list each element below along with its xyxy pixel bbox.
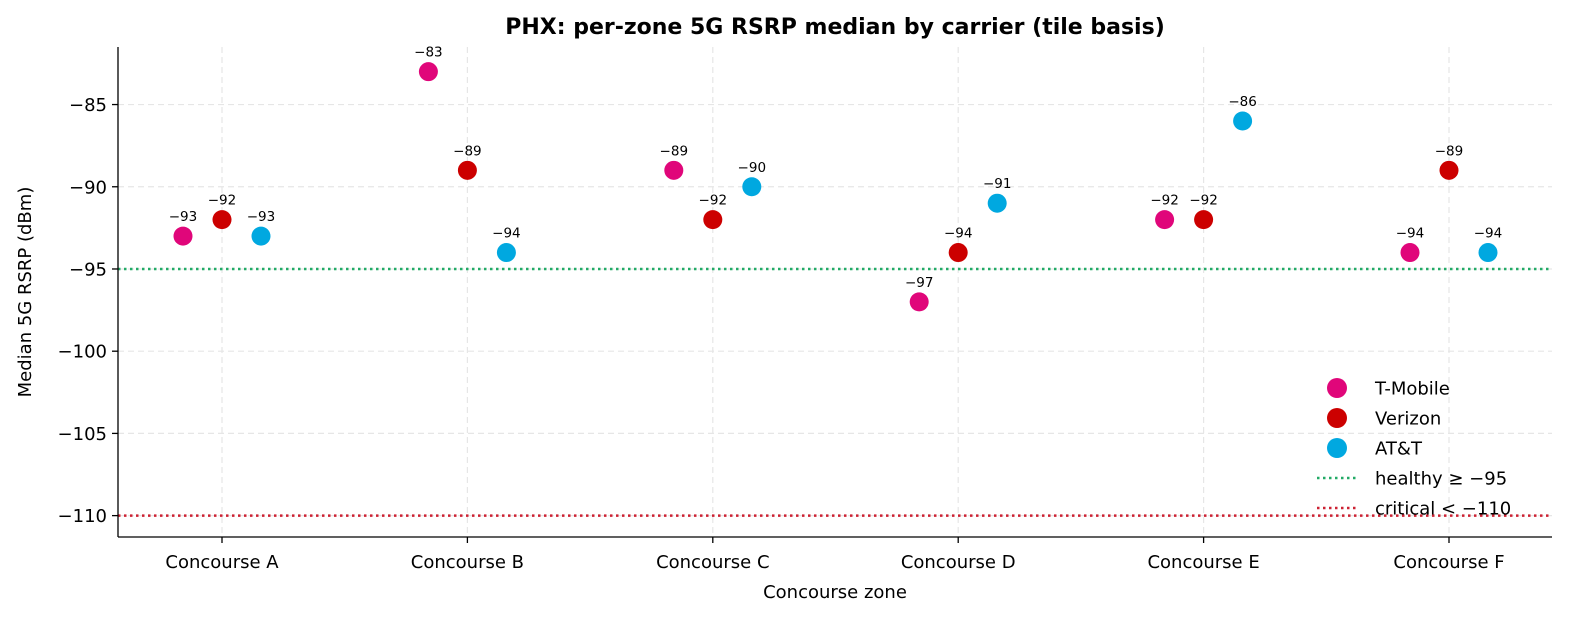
data-point — [1478, 243, 1498, 263]
legend-label: Verizon — [1375, 409, 1441, 430]
data-point — [457, 160, 477, 180]
data-point — [251, 226, 271, 246]
legend-label: critical < −110 — [1375, 499, 1511, 520]
y-tick-label: −100 — [58, 342, 107, 363]
data-point — [1400, 243, 1420, 263]
data-label: −93 — [169, 209, 198, 225]
data-point — [212, 210, 232, 230]
data-point — [496, 243, 516, 263]
data-label: −90 — [738, 160, 767, 176]
data-label: −94 — [1474, 226, 1503, 242]
legend-marker — [1327, 408, 1347, 428]
legend-marker — [1327, 378, 1347, 398]
data-point — [948, 243, 968, 263]
x-axis-label: Concourse zone — [763, 582, 907, 603]
data-label: −91 — [983, 176, 1012, 192]
data-label: −93 — [247, 209, 276, 225]
legend-label: healthy ≥ −95 — [1375, 469, 1507, 490]
data-point — [742, 177, 762, 197]
x-tick-label: Concourse C — [656, 552, 769, 573]
legend-label: T-Mobile — [1374, 379, 1450, 400]
y-axis-label: Median 5G RSRP (dBm) — [15, 187, 36, 398]
data-point — [987, 193, 1007, 213]
data-label: −89 — [1435, 143, 1464, 159]
y-tick-label: −95 — [69, 259, 107, 280]
data-label: −92 — [1150, 193, 1179, 209]
data-label: −86 — [1228, 94, 1257, 110]
y-tick-label: −90 — [69, 177, 107, 198]
data-label: −92 — [699, 193, 728, 209]
data-point — [1194, 210, 1214, 230]
data-label: −89 — [660, 143, 689, 159]
y-tick-label: −85 — [69, 95, 107, 116]
legend-marker — [1327, 438, 1347, 458]
data-point — [909, 292, 929, 312]
data-label: −97 — [905, 275, 934, 291]
y-tick-label: −110 — [58, 506, 107, 527]
data-label: −92 — [1189, 193, 1218, 209]
data-label: −94 — [944, 226, 973, 242]
data-label: −94 — [1396, 226, 1425, 242]
data-label: −94 — [492, 226, 521, 242]
data-point — [173, 226, 193, 246]
data-label: −83 — [414, 45, 443, 61]
legend-label: AT&T — [1375, 439, 1423, 460]
data-point — [703, 210, 723, 230]
data-point — [1155, 210, 1175, 230]
x-tick-label: Concourse B — [411, 552, 524, 573]
data-label: −92 — [208, 193, 237, 209]
data-point — [1439, 160, 1459, 180]
data-point — [1233, 111, 1253, 131]
x-tick-label: Concourse D — [901, 552, 1016, 573]
chart-title: PHX: per-zone 5G RSRP median by carrier … — [505, 15, 1165, 40]
x-tick-label: Concourse E — [1147, 552, 1259, 573]
data-point — [418, 62, 438, 82]
x-tick-label: Concourse A — [165, 552, 279, 573]
x-tick-label: Concourse F — [1393, 552, 1504, 573]
data-point — [664, 160, 684, 180]
y-tick-label: −105 — [58, 424, 107, 445]
data-label: −89 — [453, 143, 482, 159]
